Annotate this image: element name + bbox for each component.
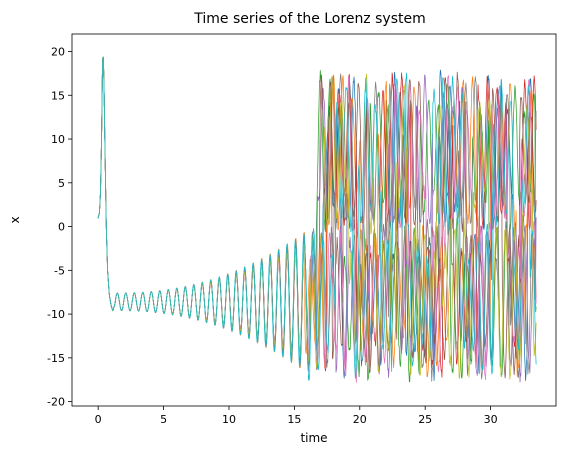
y-tick-label: 10 <box>51 133 65 146</box>
x-tick-label: 20 <box>353 413 367 426</box>
y-tick-label: -5 <box>54 264 65 277</box>
y-tick-label: 20 <box>51 46 65 59</box>
y-axis-ticks: -20 -15 -10 -5 0 5 10 15 20 <box>47 46 72 409</box>
x-tick-label: 0 <box>95 413 102 426</box>
x-tick-label: 10 <box>222 413 236 426</box>
y-tick-label: 15 <box>51 89 65 102</box>
series-line <box>97 56 537 381</box>
y-tick-label: -10 <box>47 308 65 321</box>
x-tick-label: 5 <box>160 413 167 426</box>
x-axis-label: time <box>300 431 327 445</box>
chart-title: Time series of the Lorenz system <box>193 11 425 27</box>
y-tick-label: 5 <box>58 177 65 190</box>
x-axis-ticks: 0 5 10 15 20 25 30 <box>95 406 498 426</box>
x-tick-label: 15 <box>287 413 301 426</box>
y-tick-label: -20 <box>47 396 65 409</box>
y-tick-label: -15 <box>47 352 65 365</box>
series-layer <box>97 56 537 383</box>
x-tick-label: 25 <box>418 413 432 426</box>
x-tick-label: 30 <box>484 413 498 426</box>
y-tick-label: 0 <box>58 221 65 234</box>
plot-frame <box>71 33 557 407</box>
y-axis-label: x <box>8 216 22 223</box>
